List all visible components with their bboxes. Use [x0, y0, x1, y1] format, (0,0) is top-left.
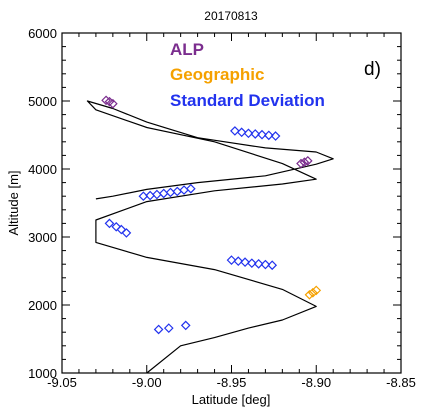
standard-deviation-marker: [121, 228, 132, 238]
y-tick-label: 2000: [28, 298, 57, 313]
standard-deviation-marker: [116, 224, 127, 235]
standard-deviation-marker: [163, 323, 174, 333]
standard-deviation-marker: [246, 258, 257, 269]
axis-ticks: -9.05 -9.00 -8.95 -8.90 -8.85 1000 2000 3000 400…: [28, 26, 416, 390]
legend-entry-alp: ALP: [170, 40, 204, 59]
y-tick-label: 1000: [28, 366, 57, 381]
y-tick-label: 6000: [28, 26, 57, 41]
legend: ALP Geographic Standard Deviation: [170, 40, 325, 110]
standard-deviation-marker: [153, 324, 164, 335]
standard-deviation-marker: [104, 218, 115, 229]
standard-deviation-marker: [172, 186, 183, 197]
geographic-marker: [308, 287, 318, 298]
standard-deviation-marker: [233, 256, 244, 266]
standard-deviation-marker: [257, 129, 267, 140]
y-axis-title: Altitude [m]: [6, 170, 21, 235]
x-tick-label: -9.00: [132, 375, 162, 390]
y-tick-label: 4000: [28, 162, 57, 177]
standard-deviation-marker: [267, 260, 278, 271]
standard-deviation-marker: [111, 221, 122, 232]
standard-deviation-marker: [158, 188, 169, 199]
alp-marker: [296, 158, 306, 169]
standard-deviation-marker: [243, 128, 254, 139]
standard-deviation-marker: [165, 187, 176, 198]
x-tick-label: -8.85: [386, 375, 416, 390]
standard-deviation-marker: [230, 126, 240, 136]
panel-label: d): [364, 59, 381, 80]
legend-entry-standard-deviation: Standard Deviation: [170, 91, 325, 110]
plot-area: [86, 95, 334, 374]
legend-entry-geographic: Geographic: [170, 65, 264, 84]
geographic-marker: [304, 289, 315, 300]
plot-frame: [61, 32, 402, 374]
profile-line: [86, 100, 334, 374]
x-axis-title: Latitude [deg]: [192, 392, 271, 407]
standard-deviation-marker: [226, 255, 237, 265]
y-tick-label: 3000: [28, 230, 57, 245]
standard-deviation-marker: [240, 257, 250, 268]
standard-deviation-marker: [263, 130, 274, 141]
alp-marker: [299, 157, 310, 168]
geographic-marker: [311, 285, 322, 296]
x-tick-label: -9.05: [47, 375, 77, 390]
standard-deviation-marker: [250, 129, 261, 139]
x-tick-label: -8.90: [301, 375, 331, 390]
standard-deviation-marker: [253, 259, 264, 269]
standard-deviation-marker: [260, 259, 271, 270]
alp-marker: [108, 98, 118, 109]
standard-deviation-marker: [236, 127, 247, 138]
standard-deviation-marker: [179, 185, 189, 195]
standard-deviation-marker: [180, 320, 191, 331]
x-tick-label: -8.95: [217, 375, 247, 390]
alp-marker: [302, 155, 313, 166]
standard-deviation-marker: [270, 131, 281, 141]
chart-title: 20170813: [204, 9, 258, 23]
standard-deviation-marker: [152, 189, 162, 200]
standard-deviation-marker: [185, 183, 196, 194]
y-tick-label: 5000: [28, 94, 57, 109]
